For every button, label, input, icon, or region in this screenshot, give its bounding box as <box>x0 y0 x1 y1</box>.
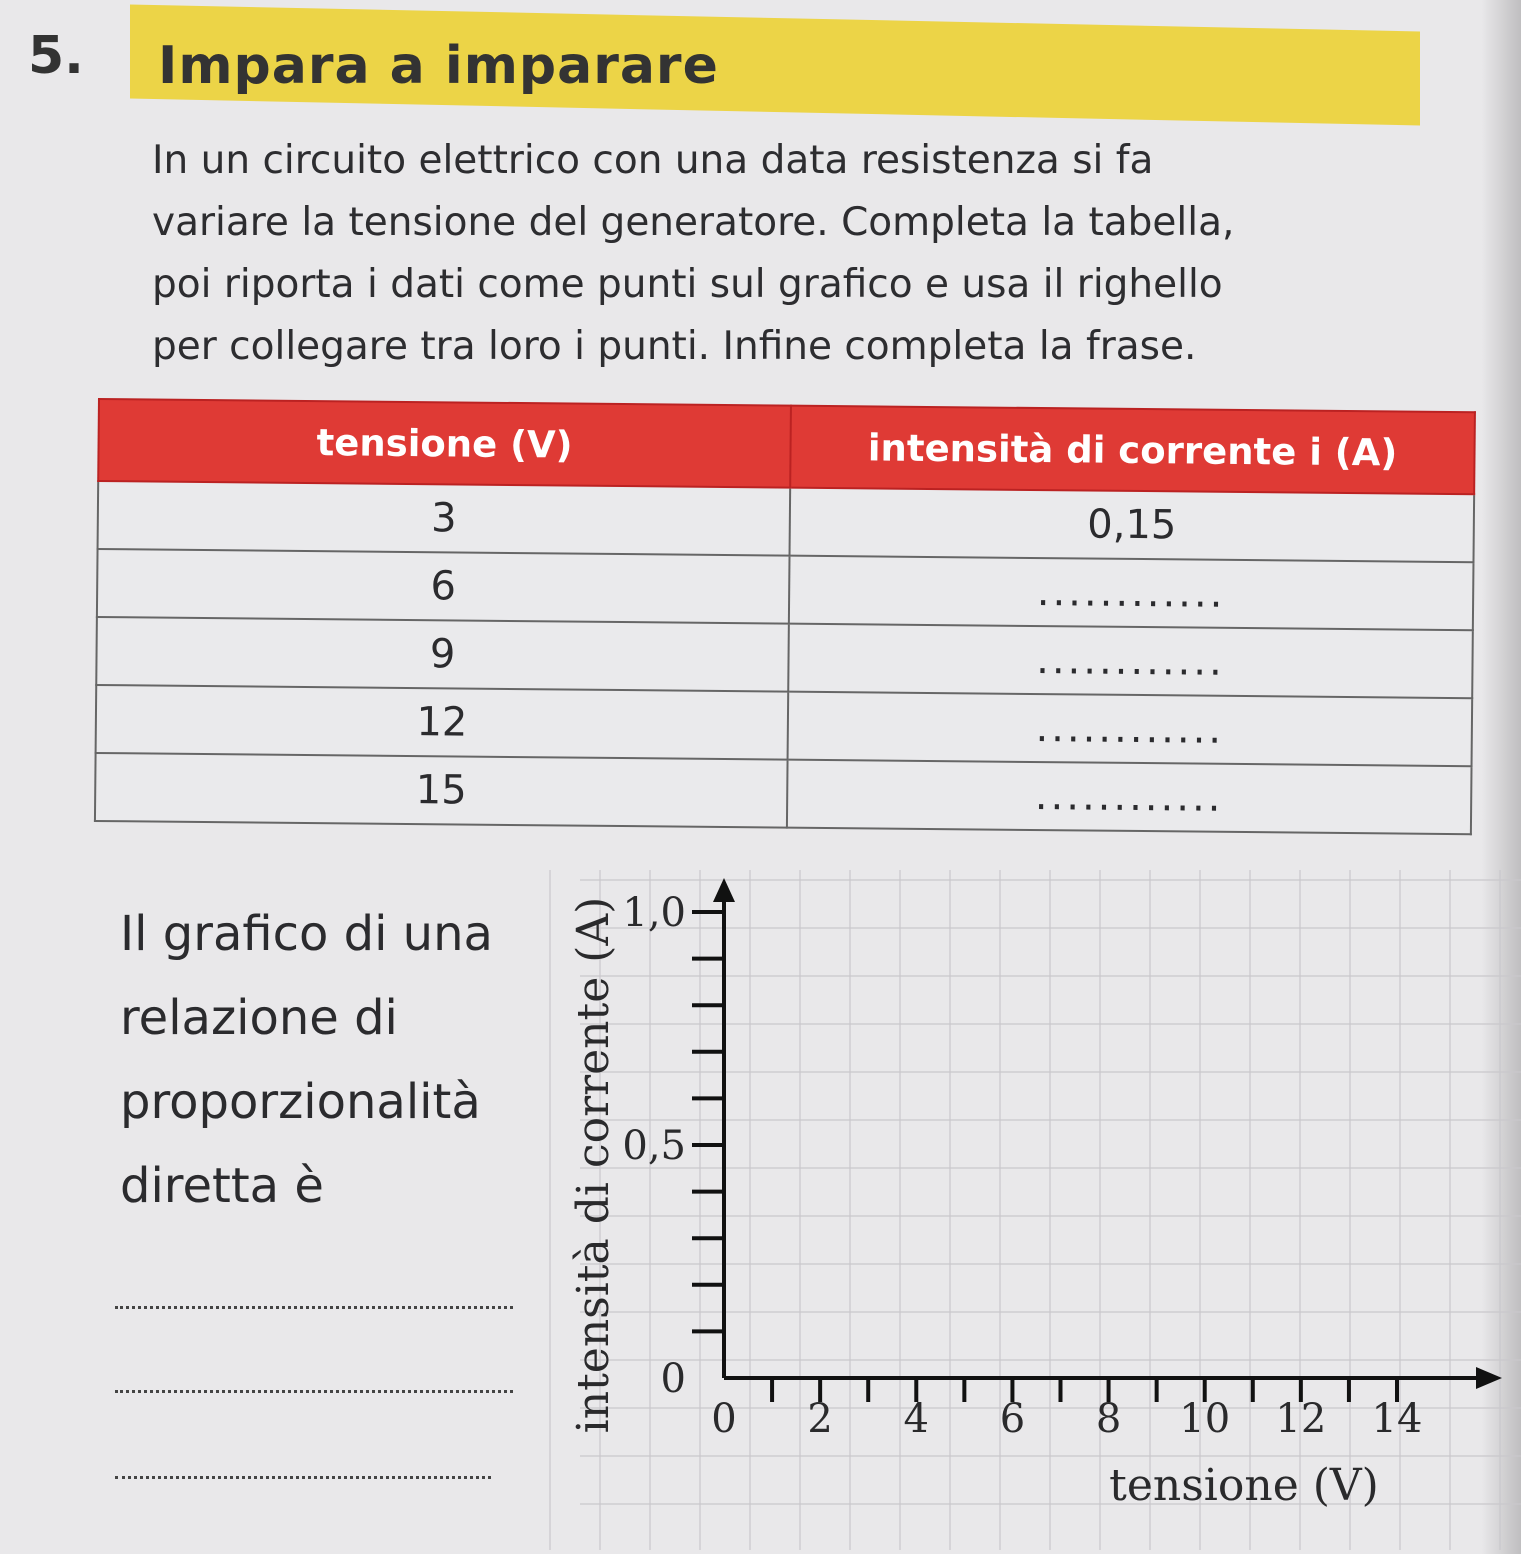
header-current: intensità di corrente i (A) <box>790 405 1475 495</box>
current-cell: 0,15 <box>789 487 1475 563</box>
current-blank[interactable]: ............ <box>786 759 1472 835</box>
sentence-line: relazione di <box>120 990 398 1046</box>
sentence-line: proporzionalità <box>120 1074 481 1130</box>
current-blank[interactable]: ............ <box>787 691 1473 767</box>
page-edge-shadow <box>1481 0 1521 1554</box>
y-tick-label: 1,0 <box>622 890 686 936</box>
voltage-current-chart[interactable]: 0 2 4 6 8 10 12 14 1,0 0,5 0 tensione (V) intensità … <box>540 860 1521 1553</box>
x-tick-label: 2 <box>807 1396 832 1442</box>
current-blank[interactable]: ............ <box>788 623 1473 699</box>
exercise-title: Impara a imparare <box>158 36 719 96</box>
y-tick-label: 0,5 <box>622 1123 686 1169</box>
completion-sentence: Il grafico di una relazione di proporzio… <box>120 892 520 1228</box>
answer-blank-line[interactable] <box>115 1306 513 1309</box>
x-tick-label: 0 <box>711 1396 736 1442</box>
x-axis-title: tensione (V) <box>1109 1460 1379 1511</box>
voltage-cell: 12 <box>95 684 789 760</box>
exercise-header: 5. Impara a imparare <box>28 4 1423 126</box>
sentence-line: Il grafico di una <box>120 906 493 962</box>
x-tick-label: 6 <box>1000 1396 1025 1442</box>
chart-svg: 0 2 4 6 8 10 12 14 1,0 0,5 0 tensione (V) intensità … <box>549 870 1521 1553</box>
voltage-cell: 6 <box>96 549 790 624</box>
exercise-number: 5. <box>28 26 84 86</box>
y-tick-label: 0 <box>661 1356 686 1402</box>
instruction-line: poi riporta i dati come punti sul grafic… <box>152 262 1223 307</box>
x-tick-label: 14 <box>1372 1396 1423 1442</box>
answer-blank-line[interactable] <box>115 1476 491 1479</box>
instruction-line: variare la tensione del generatore. Comp… <box>152 200 1235 245</box>
x-tick-label: 4 <box>904 1396 929 1442</box>
x-axis-arrow <box>1476 1367 1502 1389</box>
x-tick-label: 12 <box>1275 1396 1326 1442</box>
instruction-line: In un circuito elettrico con una data re… <box>152 138 1154 183</box>
x-tick-label: 8 <box>1096 1396 1121 1442</box>
y-axis-title: intensità di corrente (A) <box>568 897 619 1434</box>
instruction-line: per collegare tra loro i punti. Infine c… <box>152 324 1197 369</box>
data-table: tensione (V) intensità di corrente i (A)… <box>94 398 1476 835</box>
header-voltage: tensione (V) <box>98 399 791 488</box>
voltage-cell: 9 <box>96 616 789 692</box>
x-tick-label: 10 <box>1179 1396 1230 1442</box>
current-blank[interactable]: ............ <box>788 555 1474 631</box>
instructions-paragraph: In un circuito elettrico con una data re… <box>152 130 1432 378</box>
voltage-cell: 15 <box>94 752 788 828</box>
table-row: 15 ............ <box>94 752 1472 835</box>
y-axis-arrow <box>713 878 735 902</box>
voltage-cell: 3 <box>97 481 791 556</box>
sentence-line: diretta è <box>120 1158 324 1214</box>
answer-blank-line[interactable] <box>115 1390 513 1393</box>
table-header-row: tensione (V) intensità di corrente i (A) <box>98 399 1475 495</box>
